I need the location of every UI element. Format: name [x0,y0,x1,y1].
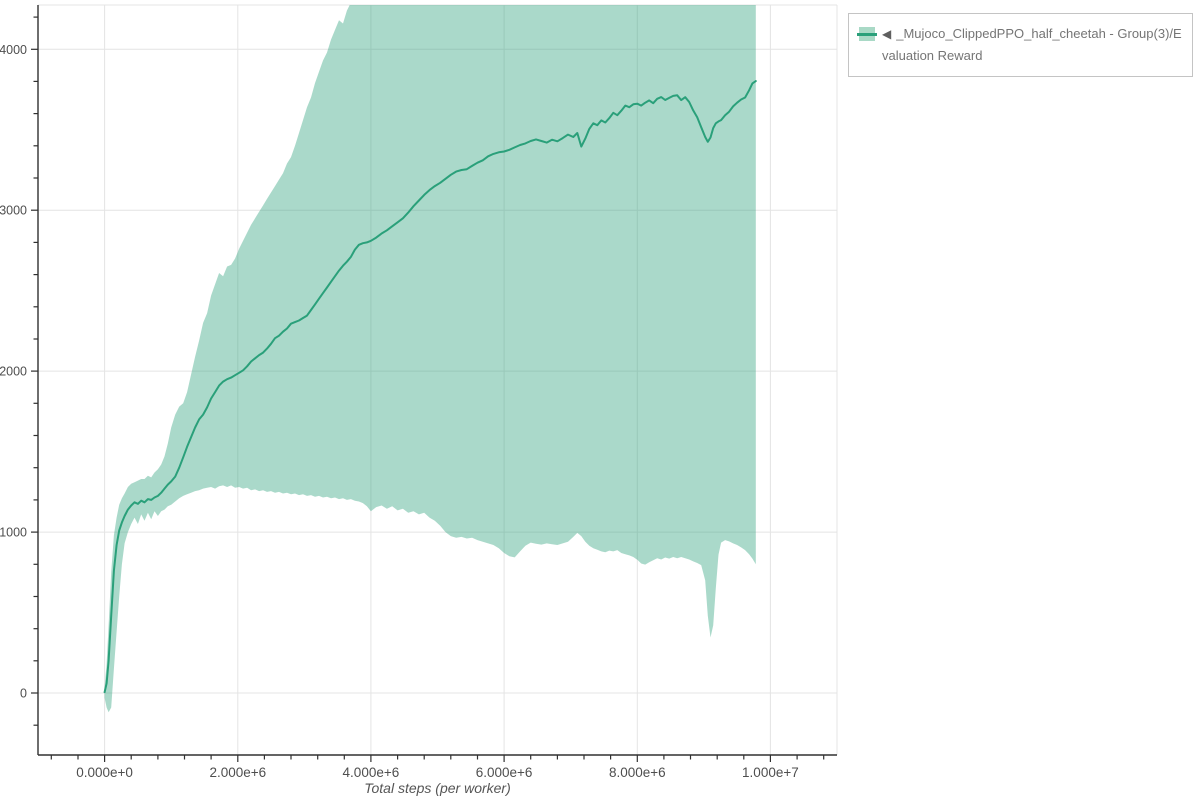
svg-text:1.000e+7: 1.000e+7 [742,765,799,780]
svg-text:3000: 3000 [0,204,27,218]
legend: ◀ _Mujoco_ClippedPPO_half_cheetah - Group… [848,13,1193,77]
legend-label: ◀ _Mujoco_ClippedPPO_half_cheetah - Group… [882,23,1182,67]
tick-marks [31,16,825,762]
mean-line [103,80,757,694]
svg-text:8.000e+6: 8.000e+6 [609,765,666,780]
svg-text:1000: 1000 [0,526,27,540]
legend-label-text: _Mujoco_ClippedPPO_half_cheetah - Group(… [882,26,1182,63]
axes [37,5,837,756]
x-axis-title: Total steps (per worker) [364,780,511,796]
grid [38,4,838,755]
x-tick-labels: 0.000e+0 2.000e+6 4.000e+6 6.000e+6 8.000e+6… [76,765,798,780]
line-swatch [857,32,877,36]
series-swatch-icon [857,27,877,41]
svg-text:4000: 4000 [0,43,27,57]
svg-text:0.000e+0: 0.000e+0 [76,765,133,780]
svg-text:4.000e+6: 4.000e+6 [343,765,400,780]
svg-text:2.000e+6: 2.000e+6 [209,765,266,780]
svg-text:2000: 2000 [0,365,27,379]
triangle-left-icon: ◀ [882,27,892,41]
y-tick-labels: 0 1000 2000 3000 4000 [0,43,27,701]
svg-text:0: 0 [20,687,27,701]
legend-item-evaluation-reward[interactable]: ◀ _Mujoco_ClippedPPO_half_cheetah - Group… [849,14,1192,76]
confidence-band [104,5,756,713]
svg-text:6.000e+6: 6.000e+6 [476,765,533,780]
